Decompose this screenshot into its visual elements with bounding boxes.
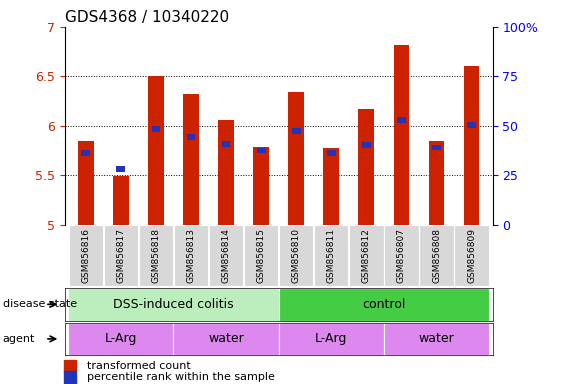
Text: GSM856814: GSM856814 <box>222 228 231 283</box>
Text: GSM856808: GSM856808 <box>432 228 441 283</box>
Bar <box>384 323 489 355</box>
Bar <box>253 147 269 225</box>
Bar <box>183 94 199 225</box>
Bar <box>218 120 234 225</box>
Bar <box>82 151 90 156</box>
Bar <box>394 45 409 225</box>
Text: disease state: disease state <box>3 299 77 310</box>
Text: GSM856817: GSM856817 <box>117 228 126 283</box>
Bar <box>464 66 480 225</box>
Bar <box>432 144 441 151</box>
Text: percentile rank within the sample: percentile rank within the sample <box>87 372 275 382</box>
Bar <box>314 225 348 286</box>
Text: GSM856813: GSM856813 <box>186 228 195 283</box>
Bar <box>244 225 278 286</box>
Bar <box>279 225 314 286</box>
Text: control: control <box>362 298 405 311</box>
Bar <box>349 225 383 286</box>
Bar <box>419 225 454 286</box>
Text: GSM856811: GSM856811 <box>327 228 336 283</box>
Bar <box>222 141 230 147</box>
Text: GSM856807: GSM856807 <box>397 228 406 283</box>
Bar <box>148 76 164 225</box>
Text: L-Arg: L-Arg <box>105 333 137 345</box>
Bar <box>69 225 103 286</box>
Text: water: water <box>208 333 244 345</box>
Bar <box>323 147 339 225</box>
Bar <box>104 225 138 286</box>
Text: DSS-induced colitis: DSS-induced colitis <box>113 298 234 311</box>
Bar <box>385 225 419 286</box>
Bar <box>362 142 371 147</box>
Bar <box>279 323 384 355</box>
Text: GSM856815: GSM856815 <box>257 228 266 283</box>
Bar <box>428 141 444 225</box>
Bar <box>151 126 160 132</box>
Bar <box>288 92 304 225</box>
Text: GSM856812: GSM856812 <box>362 228 371 283</box>
Text: GSM856810: GSM856810 <box>292 228 301 283</box>
Bar <box>68 323 173 355</box>
Text: agent: agent <box>3 334 35 344</box>
Bar <box>467 122 476 128</box>
Bar <box>209 225 243 286</box>
Bar <box>174 225 208 286</box>
Text: GSM856809: GSM856809 <box>467 228 476 283</box>
Bar <box>327 151 336 156</box>
Bar <box>359 109 374 225</box>
Bar <box>173 323 279 355</box>
Text: L-Arg: L-Arg <box>315 333 347 345</box>
Bar <box>78 141 93 225</box>
Text: GSM856818: GSM856818 <box>151 228 160 283</box>
Bar <box>397 117 406 123</box>
Text: water: water <box>419 333 454 345</box>
Bar <box>279 288 489 321</box>
Bar <box>113 176 129 225</box>
Bar <box>117 166 125 172</box>
Text: GDS4368 / 10340220: GDS4368 / 10340220 <box>65 10 229 25</box>
Bar <box>138 225 173 286</box>
Bar <box>68 288 279 321</box>
Bar <box>454 225 489 286</box>
Text: GSM856816: GSM856816 <box>81 228 90 283</box>
Text: transformed count: transformed count <box>87 361 191 371</box>
Bar <box>257 147 266 154</box>
Bar <box>186 134 195 140</box>
Bar <box>292 128 301 134</box>
